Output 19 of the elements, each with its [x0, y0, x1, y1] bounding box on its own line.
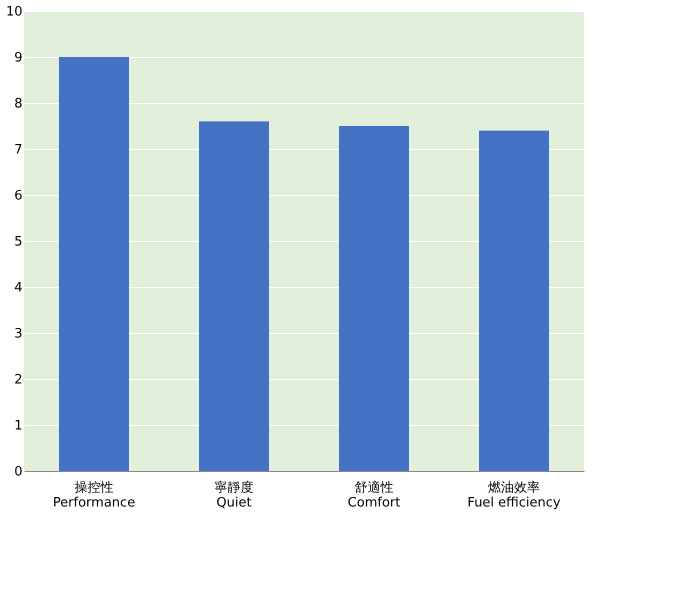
y-tick-label: 2 [14, 372, 22, 388]
x-tick-label: 操控性 Performance [52, 480, 136, 510]
x-tick-label: 燃油效率 Fuel efficiency [467, 480, 561, 510]
y-tick-label: 7 [14, 142, 22, 158]
x-tick-label: 寧靜度 Quiet [214, 480, 254, 510]
y-tick-label: 9 [14, 50, 22, 66]
y-tick-label: 5 [14, 234, 22, 250]
bar [59, 57, 129, 471]
x-tick-label: 舒適性 Comfort [348, 480, 400, 510]
bar [339, 126, 409, 471]
bar [479, 130, 549, 471]
y-tick-label: 4 [14, 280, 22, 296]
y-tick-label: 0 [14, 464, 22, 480]
y-tick-label: 10 [6, 4, 22, 20]
y-tick-label: 3 [14, 326, 22, 342]
y-tick-label: 8 [14, 96, 22, 112]
bar [199, 121, 269, 471]
y-tick-label: 1 [14, 418, 22, 434]
y-tick-label: 6 [14, 188, 22, 204]
